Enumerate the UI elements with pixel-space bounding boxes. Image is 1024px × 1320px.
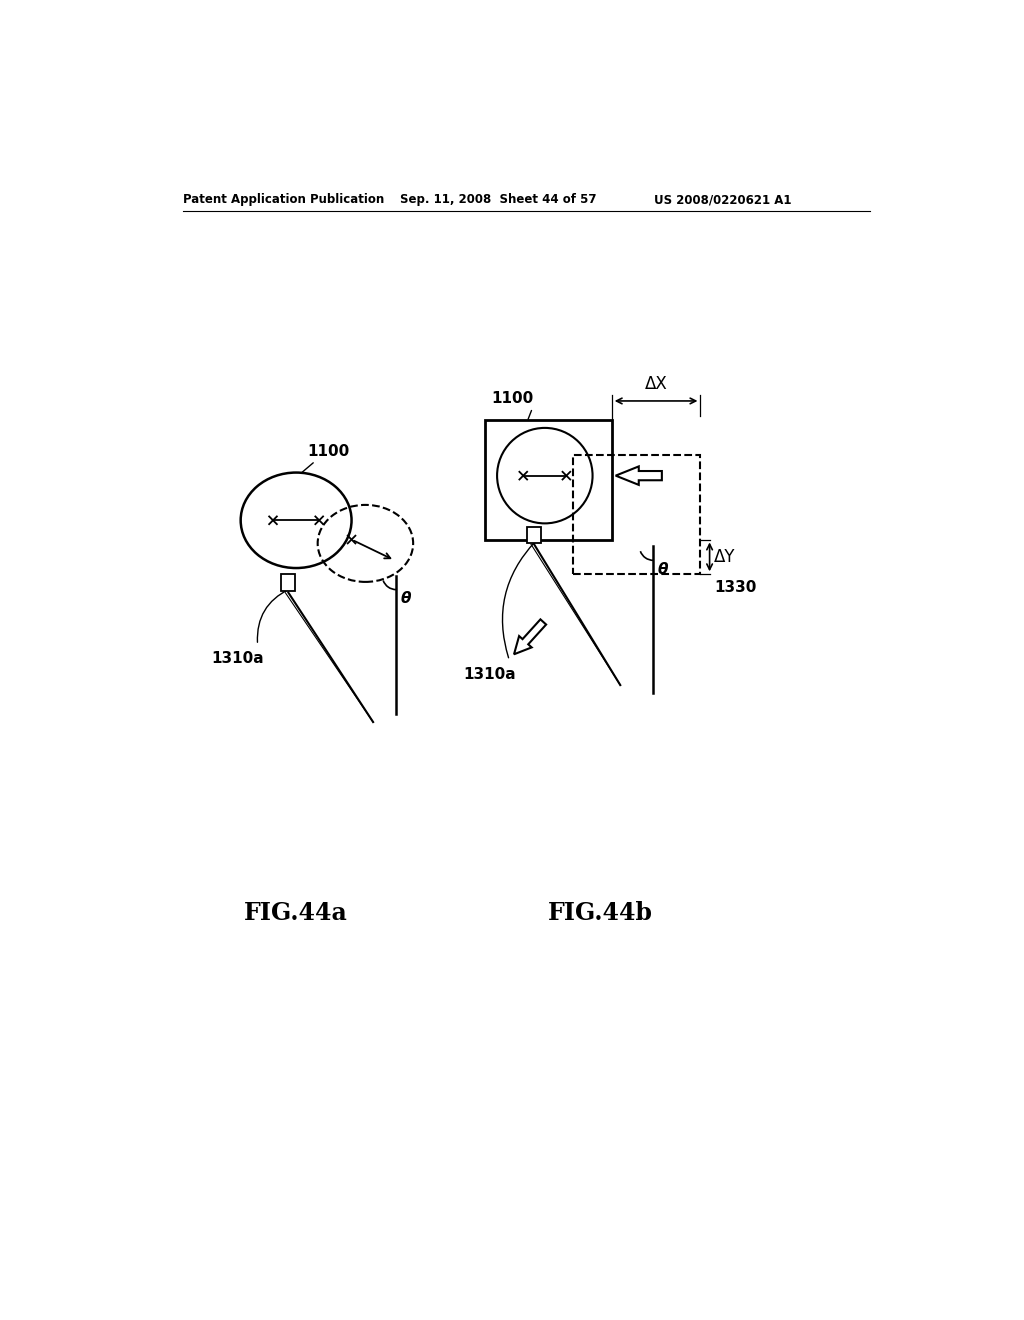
Text: 1310a: 1310a — [211, 651, 264, 667]
Text: 1330: 1330 — [714, 581, 757, 595]
Text: θ: θ — [658, 562, 669, 577]
Text: 1310a: 1310a — [463, 667, 516, 681]
Text: Sep. 11, 2008  Sheet 44 of 57: Sep. 11, 2008 Sheet 44 of 57 — [400, 193, 597, 206]
Text: 1100: 1100 — [307, 444, 350, 459]
Bar — [484, 420, 611, 540]
Text: θ: θ — [400, 591, 412, 606]
Text: US 2008/0220621 A1: US 2008/0220621 A1 — [654, 193, 792, 206]
Bar — [282, 574, 295, 591]
Text: Patent Application Publication: Patent Application Publication — [183, 193, 384, 206]
Text: FIG.44a: FIG.44a — [245, 902, 348, 925]
Text: ΔY: ΔY — [714, 548, 735, 566]
Text: FIG.44b: FIG.44b — [548, 902, 652, 925]
Text: ΔX: ΔX — [645, 375, 668, 393]
Bar — [573, 455, 700, 574]
Text: 1100: 1100 — [490, 391, 534, 407]
Bar — [527, 527, 541, 543]
